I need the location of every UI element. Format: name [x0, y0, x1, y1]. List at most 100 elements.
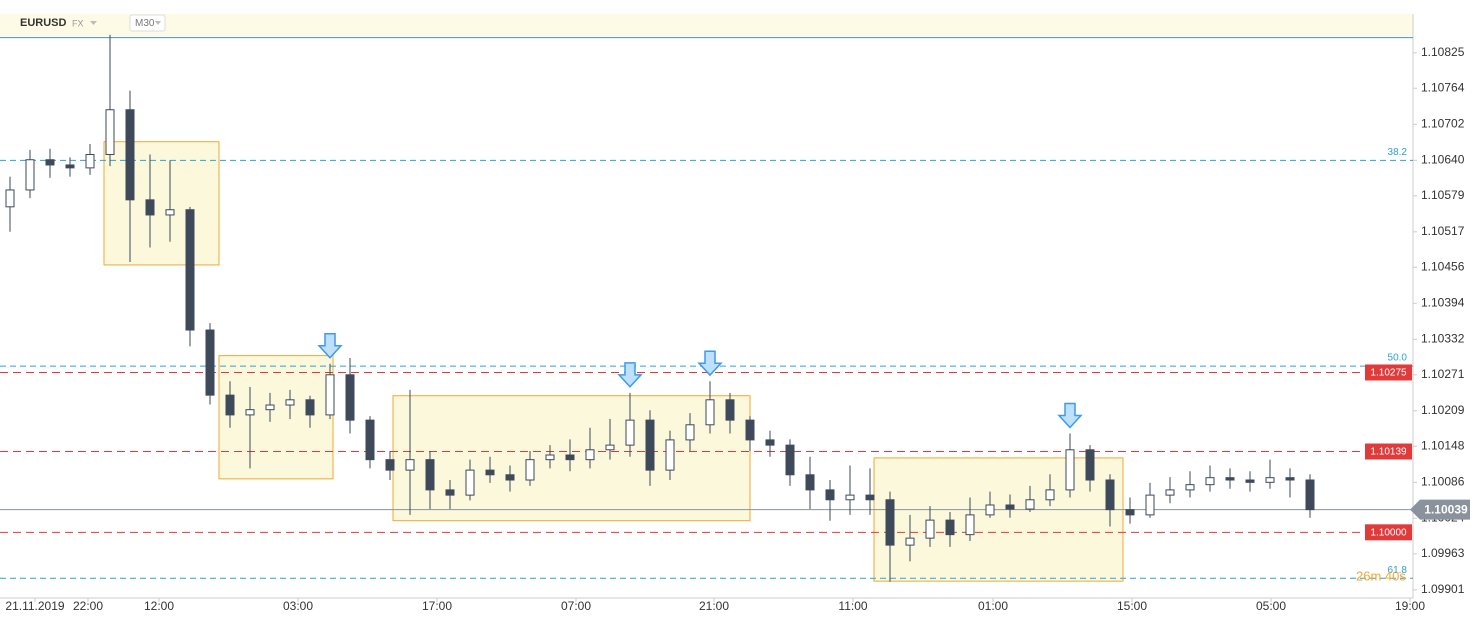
candle-body	[1105, 479, 1115, 511]
y-tick-label: 1.10148	[1421, 438, 1465, 452]
level-label: 1.10275	[1370, 368, 1407, 379]
candle-body	[165, 209, 175, 216]
candle-body	[65, 164, 75, 169]
candle-body	[1125, 509, 1135, 516]
candle-body	[1245, 479, 1255, 483]
level-tag	[1365, 443, 1412, 460]
candle-body	[865, 494, 875, 501]
candle-body	[805, 474, 815, 491]
candle-body	[585, 449, 595, 461]
candle-body	[345, 374, 355, 421]
candle-body	[85, 154, 95, 169]
y-tick-label: 1.09901	[1421, 582, 1465, 596]
candle-body	[1165, 489, 1175, 496]
fib-label: 61.8	[1388, 565, 1408, 576]
candle-body	[245, 409, 255, 416]
candle-body	[545, 454, 555, 461]
level-label: 1.10000	[1370, 527, 1407, 538]
candle-body	[1065, 449, 1075, 491]
candle-body	[1225, 477, 1235, 481]
candle-body	[785, 444, 795, 476]
candle-body	[525, 459, 535, 481]
candle-body	[185, 209, 195, 331]
candle-body	[845, 494, 855, 501]
interval-box[interactable]	[129, 14, 166, 32]
candle-body	[985, 504, 995, 516]
dropdown-icon[interactable]	[90, 21, 97, 25]
candle-body	[45, 159, 55, 166]
candle-body	[765, 439, 775, 446]
x-tick-label: 19:00	[1395, 599, 1425, 613]
y-tick-label: 1.10517	[1421, 224, 1465, 238]
x-tick-label: 01:00	[978, 599, 1008, 613]
x-tick-label: 03:00	[283, 599, 313, 613]
signal-arrow	[1057, 402, 1083, 429]
candle-body	[825, 489, 835, 501]
header-band	[0, 14, 1413, 36]
y-tick-label: 1.10579	[1421, 188, 1465, 202]
candle-body	[625, 419, 635, 446]
candle-body	[265, 404, 275, 411]
signal-arrow	[617, 362, 643, 388]
x-tick-label: 21.11.2019	[5, 599, 64, 613]
candle-body	[945, 519, 955, 536]
candle-body	[565, 454, 575, 461]
candle-body	[965, 514, 975, 536]
candle-body	[1265, 477, 1275, 483]
candle-body	[125, 109, 135, 201]
candle-body	[605, 444, 615, 451]
x-tick-label: 12:00	[144, 599, 174, 613]
x-tick-label: 15:00	[1117, 599, 1147, 613]
signal-arrow	[697, 350, 723, 377]
zone	[218, 355, 334, 480]
current-price-label: 1.10039	[1424, 502, 1468, 516]
signal-arrow	[317, 333, 343, 359]
dropdown-icon[interactable]	[155, 21, 161, 25]
candle-body	[385, 459, 395, 471]
candle-body	[725, 399, 735, 421]
candle-body	[1305, 479, 1315, 511]
candle-body	[665, 439, 675, 471]
candle-body	[505, 474, 515, 481]
x-tick-label: 22:00	[73, 599, 103, 613]
candle-body	[1005, 504, 1015, 510]
candle-body	[485, 469, 495, 476]
candle-body	[905, 537, 915, 546]
zone	[873, 457, 1124, 582]
candle-body	[205, 329, 215, 396]
zone	[103, 141, 220, 266]
interval: M30	[135, 18, 155, 29]
y-tick-label: 1.09963	[1421, 546, 1465, 560]
candle-body	[425, 459, 435, 491]
candle-body	[325, 374, 335, 416]
y-tick-label: 1.10332	[1421, 332, 1465, 346]
y-tick-label: 1.10640	[1421, 152, 1465, 166]
y-tick-label: 1.10271	[1421, 367, 1465, 381]
candle-body	[305, 399, 315, 416]
candle-body	[745, 419, 755, 441]
x-tick-label: 11:00	[838, 599, 867, 613]
x-tick-label: 07:00	[561, 599, 591, 613]
candle-body	[225, 394, 235, 416]
symbol: EURUSD	[20, 17, 67, 29]
candle-body	[885, 499, 895, 546]
fib-label: 50.0	[1388, 353, 1408, 364]
candle-body	[685, 424, 695, 441]
y-tick-label: 1.10702	[1421, 116, 1465, 130]
candle-body	[705, 399, 715, 426]
level-label: 1.10139	[1370, 447, 1407, 458]
fib-label: 38.2	[1388, 147, 1408, 158]
y-tick-label: 1.10456	[1421, 259, 1465, 273]
y-tick-label: 1.10209	[1421, 403, 1465, 417]
candle-body	[1145, 494, 1155, 516]
candle-body	[465, 469, 475, 496]
x-tick-label: 21:00	[699, 599, 729, 613]
candle-body	[1185, 484, 1195, 491]
y-tick-label: 1.10764	[1421, 80, 1465, 94]
candle-body	[1285, 477, 1295, 481]
y-tick-label: 1.10825	[1421, 45, 1465, 59]
candle-body	[5, 189, 15, 208]
x-tick-label: 05:00	[1256, 599, 1286, 613]
candle-body	[365, 419, 375, 461]
x-tick-label: 17:00	[422, 599, 452, 613]
